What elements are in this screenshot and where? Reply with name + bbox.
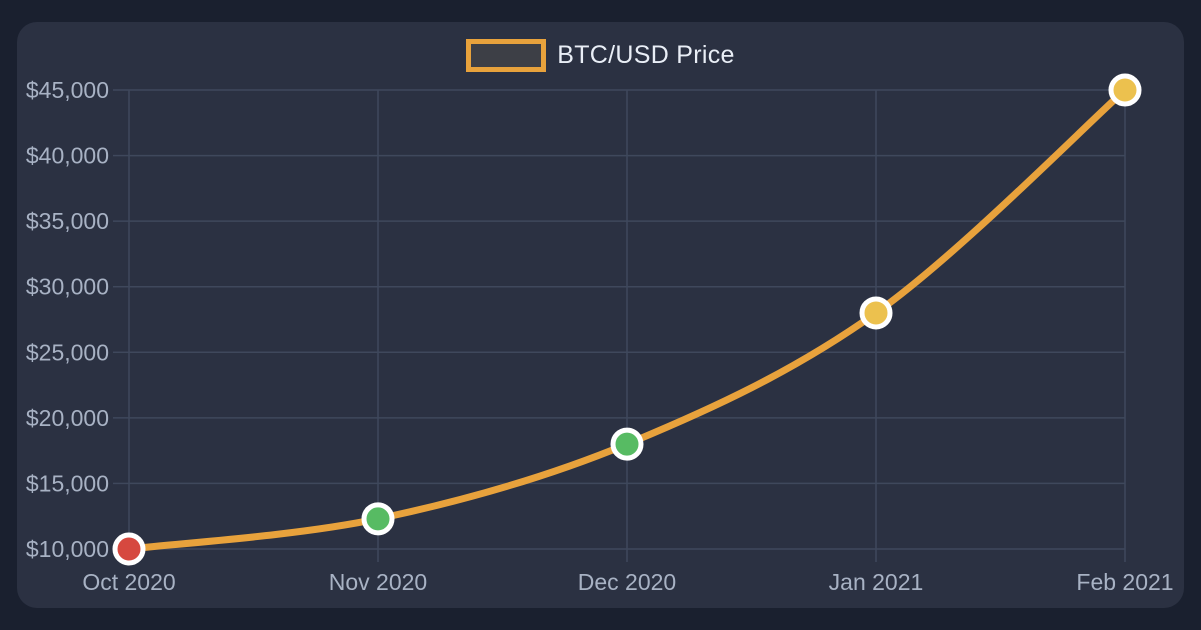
y-axis-label: $40,000 — [26, 143, 109, 169]
gridlines — [113, 89, 1126, 562]
data-point-nov-2020[interactable] — [361, 502, 395, 536]
x-axis-label: Dec 2020 — [578, 569, 676, 595]
y-axis-label: $20,000 — [26, 405, 109, 431]
x-axis-label: Oct 2020 — [82, 569, 175, 595]
x-axis-label: Feb 2021 — [1076, 569, 1173, 595]
axis-labels: $10,000 $15,000 $20,000 $25,000 $30,000 $35,0… — [26, 77, 1174, 595]
x-axis-label: Jan 2021 — [829, 569, 924, 595]
y-axis-label: $30,000 — [26, 274, 109, 300]
data-point-oct-2020[interactable] — [112, 532, 146, 566]
price-line-chart: $10,000 $15,000 $20,000 $25,000 $30,000 $35,0… — [26, 73, 1174, 595]
y-axis-label: $10,000 — [26, 536, 109, 562]
x-axis-label: Nov 2020 — [329, 569, 427, 595]
legend-swatch-icon — [466, 39, 547, 72]
legend-item-btc-usd[interactable]: BTC/USD Price — [17, 39, 1184, 72]
data-point-feb-2021[interactable] — [1108, 73, 1142, 107]
data-point-dec-2020[interactable] — [610, 427, 644, 461]
y-axis-label: $35,000 — [26, 208, 109, 234]
y-axis-label: $15,000 — [26, 470, 109, 496]
y-axis-label: $25,000 — [26, 339, 109, 365]
chart-card: BTC/USD Price $10,000 $15,000 $20,000 $25,0… — [17, 22, 1184, 608]
data-point-jan-2021[interactable] — [859, 296, 893, 330]
y-axis-label: $45,000 — [26, 77, 109, 103]
legend-label: BTC/USD Price — [557, 41, 735, 69]
